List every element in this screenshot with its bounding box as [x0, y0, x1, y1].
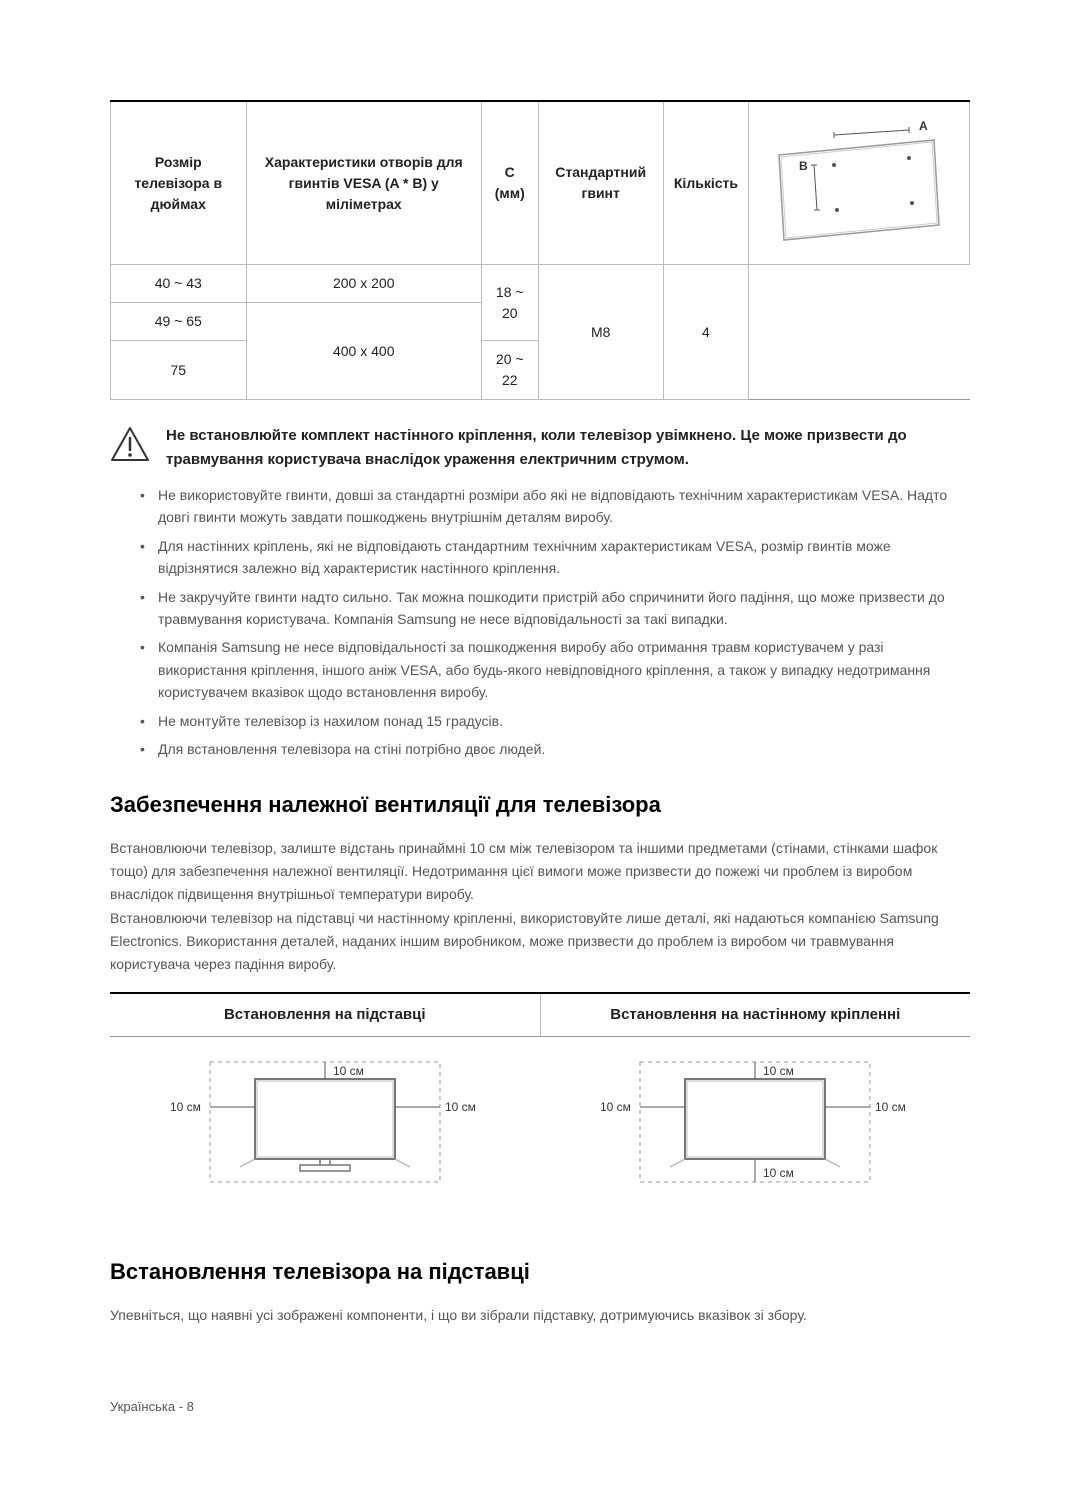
safety-bullets: Не використовуйте гвинти, довші за станд…	[110, 484, 970, 760]
vesa-diagram: A B	[759, 110, 959, 250]
label-10cm: 10 см	[600, 1100, 631, 1114]
cell-c-12: 18 ~ 20	[481, 265, 538, 341]
diagram-label-b: B	[799, 159, 808, 173]
label-10cm: 10 см	[763, 1064, 794, 1078]
cell-c-3: 20 ~ 22	[481, 341, 538, 400]
vent-col1-header: Встановлення на підставці	[110, 993, 540, 1037]
th-size: Розмір телевізора в дюймах	[111, 101, 247, 265]
cell-vesa-23: 400 x 400	[246, 303, 481, 400]
bullet-item: Не монтуйте телевізор із нахилом понад 1…	[140, 710, 970, 732]
bullet-item: Не закручуйте гвинти надто сильно. Так м…	[140, 586, 970, 631]
label-10cm: 10 см	[333, 1064, 364, 1078]
cell-qty: 4	[663, 265, 748, 400]
cell-vesa-1: 200 x 200	[246, 265, 481, 303]
ventilation-para: Встановлюючи телевізор, залиште відстань…	[110, 837, 970, 976]
label-10cm: 10 см	[445, 1100, 476, 1114]
ventilation-heading: Забезпечення належної вентиляції для тел…	[110, 788, 970, 821]
warning-block: Не встановлюйте комплект настінного кріп…	[110, 424, 970, 472]
stand-diagram: 10 см 10 см 10 см	[145, 1047, 505, 1197]
bullet-item: Не використовуйте гвинти, довші за станд…	[140, 484, 970, 529]
vent-wall-diagram-cell: 10 см 10 см 10 см 10 см	[540, 1037, 970, 1216]
vesa-spec-table: Розмір телевізора в дюймах Характеристик…	[110, 100, 970, 400]
th-qty: Кількість	[663, 101, 748, 265]
ventilation-table: Встановлення на підставці Встановлення н…	[110, 992, 970, 1216]
vent-stand-diagram-cell: 10 см 10 см 10 см	[110, 1037, 540, 1216]
vesa-diagram-cell: A B	[748, 101, 969, 265]
cell-size-1: 40 ~ 43	[111, 265, 247, 303]
cell-size-3: 75	[111, 341, 247, 400]
page-footer: Українська - 8	[110, 1397, 970, 1417]
th-c: C (мм)	[481, 101, 538, 265]
warning-text: Не встановлюйте комплект настінного кріп…	[166, 424, 970, 472]
warning-icon	[110, 426, 150, 462]
wall-diagram: 10 см 10 см 10 см 10 см	[575, 1047, 935, 1197]
bullet-item: Для встановлення телевізора на стіні пот…	[140, 738, 970, 760]
label-10cm: 10 см	[763, 1166, 794, 1180]
diagram-label-a: A	[919, 119, 928, 133]
cell-size-2: 49 ~ 65	[111, 303, 247, 341]
cell-screw: M8	[538, 265, 663, 400]
bullet-item: Для настінних кріплень, які не відповіда…	[140, 535, 970, 580]
th-screw: Стандартний гвинт	[538, 101, 663, 265]
stand-heading: Встановлення телевізора на підставці	[110, 1255, 970, 1288]
label-10cm: 10 см	[170, 1100, 201, 1114]
label-10cm: 10 см	[875, 1100, 906, 1114]
vent-col2-header: Встановлення на настінному кріпленні	[540, 993, 970, 1037]
bullet-item: Компанія Samsung не несе відповідальност…	[140, 636, 970, 703]
th-vesa: Характеристики отворів для гвинтів VESA …	[246, 101, 481, 265]
stand-para: Упевніться, що наявні усі зображені комп…	[110, 1304, 970, 1327]
